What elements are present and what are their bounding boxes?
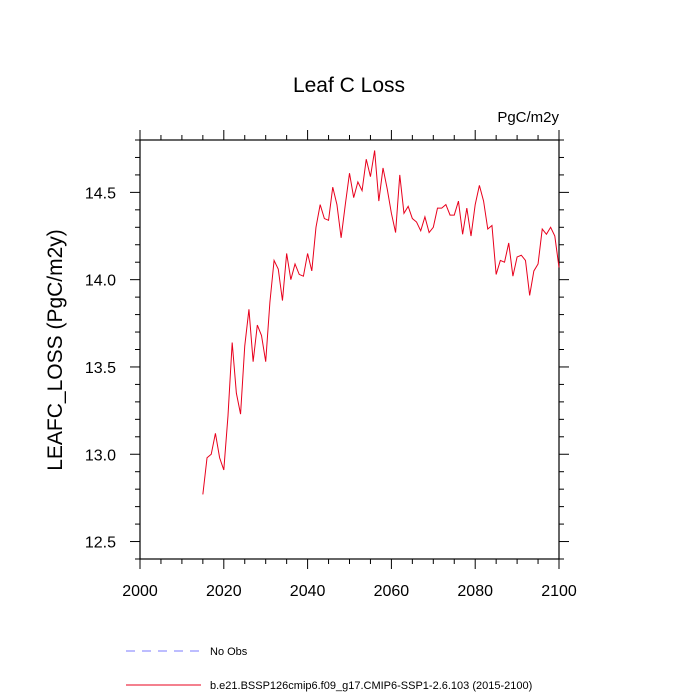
units-label: PgC/m2y xyxy=(497,109,559,126)
x-tick-label: 2000 xyxy=(122,583,158,600)
x-tick-label: 2040 xyxy=(290,583,326,600)
axis-tick-labels: 2000 2020 2040 2060 2080 2100 12.5 13.0 13.5 14.0… xyxy=(85,185,577,600)
plot-frame xyxy=(139,139,560,560)
x-tick-label: 2100 xyxy=(541,583,577,600)
chart-title: Leaf C Loss xyxy=(293,74,405,97)
y-tick-label: 13.5 xyxy=(85,360,116,377)
y-axis-label: LEAFC_LOSS (PgC/m2y) xyxy=(44,229,67,471)
y-tick-label: 12.5 xyxy=(85,535,116,552)
y-tick-label: 13.0 xyxy=(85,447,116,464)
y-tick-label: 14.5 xyxy=(85,185,116,202)
axis-ticks xyxy=(130,130,569,569)
x-tick-label: 2060 xyxy=(374,583,410,600)
x-tick-label: 2080 xyxy=(457,583,493,600)
legend-entry: No Obs xyxy=(210,646,248,658)
series-lines xyxy=(202,150,560,495)
legend-entry: b.e21.BSSP126cmip6.f09_g17.CMIP6-SSP1-2.… xyxy=(210,680,532,692)
series-line-1 xyxy=(202,150,560,495)
x-tick-label: 2020 xyxy=(206,583,242,600)
y-tick-label: 14.0 xyxy=(85,273,116,290)
legend: No Obs b.e21.BSSP126cmip6.f09_g17.CMIP6-S… xyxy=(126,646,532,692)
